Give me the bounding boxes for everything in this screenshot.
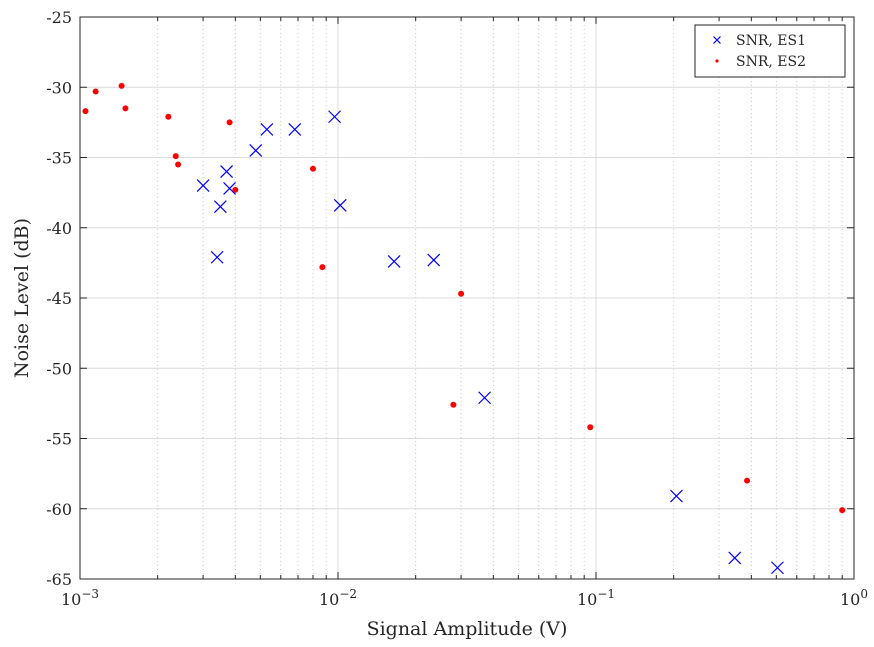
es2-point: [172, 153, 179, 160]
y-axis-label: Noise Level (dB): [11, 218, 33, 378]
es1-point: [728, 551, 742, 565]
es1-point: [387, 255, 401, 268]
x-marker-stroke: [728, 551, 742, 565]
legend-label-es2: SNR, ES2: [736, 54, 806, 70]
es2-point: [92, 88, 99, 95]
es1-point: [288, 122, 302, 136]
x-marker-stroke: [771, 561, 784, 575]
es2-point: [165, 113, 172, 120]
es2-point: [587, 424, 594, 431]
y-tick-label: -60: [46, 500, 72, 519]
es1-point: [249, 144, 263, 157]
legend-item-es1: SNR, ES1: [713, 33, 806, 49]
x-marker-stroke: [213, 200, 227, 214]
series-es2: [82, 82, 846, 514]
x-marker-stroke: [196, 179, 210, 193]
y-tick-label: -40: [46, 219, 72, 238]
x-marker-stroke: [333, 198, 347, 212]
x-marker-stroke: [387, 255, 401, 268]
x-marker-stroke: [427, 253, 441, 267]
x-marker-stroke: [478, 391, 492, 405]
x-tick-label: 10−1: [577, 587, 615, 609]
es2-point: [122, 105, 129, 112]
es2-point: [839, 507, 846, 514]
y-tick-label: -55: [46, 430, 72, 449]
x-axis-label: Signal Amplitude (V): [367, 618, 568, 640]
legend: SNR, ES1 SNR, ES2: [694, 24, 846, 78]
y-tick-label: -50: [46, 359, 72, 378]
x-marker-stroke: [210, 250, 224, 264]
series-es1: [196, 110, 784, 575]
legend-x-marker: [713, 36, 721, 44]
es1-point: [210, 250, 224, 264]
x-marker-stroke: [328, 110, 342, 124]
legend-item-es2: SNR, ES2: [715, 54, 806, 70]
x-marker-stroke: [220, 165, 234, 178]
es1-point: [333, 198, 347, 212]
es2-point: [226, 119, 233, 126]
y-tick-label: -30: [46, 78, 72, 97]
es1-point: [213, 200, 227, 214]
es2-point: [175, 161, 182, 168]
es2-point: [309, 165, 316, 172]
es1-point: [260, 122, 274, 136]
x-marker-stroke: [670, 489, 683, 503]
es2-point: [319, 264, 326, 271]
x-marker-stroke: [249, 144, 263, 157]
data-marks: [82, 82, 846, 575]
x-marker-stroke: [288, 122, 302, 136]
legend-marker-es2: [715, 59, 719, 63]
plot-frame: [79, 16, 855, 580]
es1-point: [328, 110, 342, 124]
legend-marker-es1: [713, 36, 721, 44]
y-tick-label: -35: [46, 149, 72, 168]
legend-dot-marker: [715, 59, 719, 63]
es1-point: [196, 179, 210, 193]
es2-point: [458, 290, 465, 297]
y-tick-labels: -25 -30 -35 -40 -45 -50 -55 -60 -65: [46, 8, 72, 589]
es1-point: [771, 561, 784, 575]
x-tick-label: 10−3: [61, 587, 99, 609]
x-marker-stroke: [260, 122, 274, 136]
es2-point: [232, 186, 239, 193]
es1-point: [427, 253, 441, 267]
x-marker-stroke: [713, 36, 721, 44]
es2-point: [82, 108, 89, 115]
x-marker-stroke: [223, 181, 237, 195]
y-tick-label: -65: [46, 570, 72, 589]
es1-point: [220, 165, 234, 178]
es1-point: [670, 489, 683, 503]
legend-label-es1: SNR, ES1: [736, 33, 806, 49]
es2-point: [118, 82, 125, 89]
x-tick-label: 10−2: [319, 587, 357, 609]
es1-point: [223, 181, 237, 195]
es2-point: [450, 401, 457, 408]
y-tick-label: -45: [46, 289, 72, 308]
es2-point: [744, 477, 751, 484]
es1-point: [478, 391, 492, 405]
y-tick-label: -25: [46, 8, 72, 27]
legend-box: [694, 24, 846, 78]
x-tick-labels: 10−3 10−2 10−1 100: [61, 587, 868, 609]
x-tick-label: 100: [840, 587, 868, 609]
